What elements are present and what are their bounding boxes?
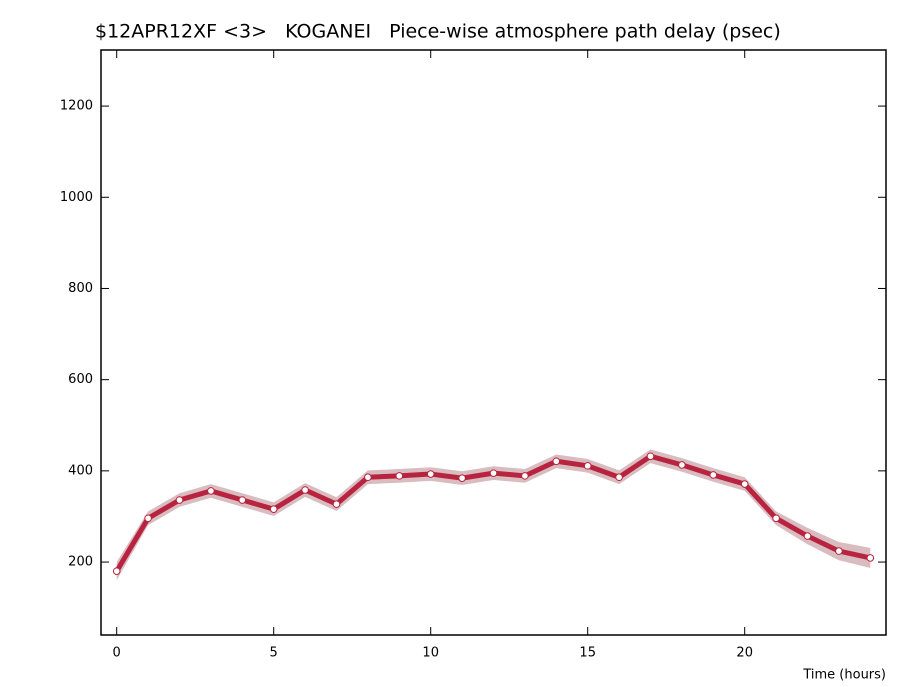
- data-point: [458, 474, 466, 482]
- data-point: [489, 469, 498, 477]
- data-point: [866, 554, 875, 562]
- data-point: [615, 473, 623, 482]
- data-point: [583, 462, 592, 470]
- data-point: [835, 547, 843, 555]
- data-point: [144, 514, 152, 523]
- data-point: [772, 514, 780, 523]
- data-point: [552, 457, 561, 466]
- x-tick-label: 0: [113, 646, 121, 661]
- y-tick-label: 400: [68, 463, 93, 478]
- y-tick-label: 800: [68, 281, 93, 296]
- data-point: [301, 486, 309, 494]
- y-tick-label: 600: [68, 372, 93, 387]
- plot-frame: [100, 49, 887, 636]
- data-point: [238, 496, 247, 504]
- x-tick-label: 5: [270, 646, 278, 661]
- data-point: [709, 471, 718, 479]
- error-band: [116, 449, 871, 581]
- x-tick-label: 15: [579, 646, 596, 661]
- data-point: [269, 505, 278, 513]
- x-axis-label: Time (hours): [802, 668, 886, 683]
- data-point: [332, 500, 341, 508]
- y-tick-label: 200: [68, 555, 93, 570]
- data-point: [207, 487, 215, 495]
- data-point: [112, 567, 121, 575]
- data-point: [175, 496, 184, 504]
- y-tick-label: 1000: [60, 190, 93, 205]
- chart-title: $12APR12XF <3> KOGANEI Piece-wise atmosp…: [95, 21, 781, 43]
- data-point: [740, 480, 749, 488]
- data-point: [521, 472, 529, 480]
- x-tick-label: 10: [422, 646, 439, 661]
- data-point: [646, 452, 655, 461]
- data-point: [395, 472, 404, 480]
- data-point: [678, 461, 686, 469]
- x-tick-label: 20: [736, 646, 753, 661]
- data-point: [426, 470, 435, 478]
- data-point: [364, 473, 372, 482]
- y-tick-label: 1200: [60, 99, 93, 114]
- data-point: [803, 532, 812, 540]
